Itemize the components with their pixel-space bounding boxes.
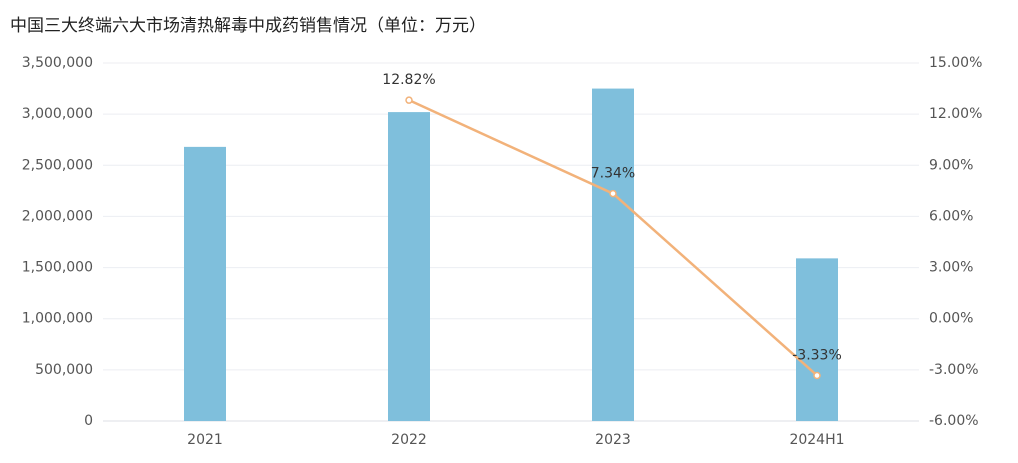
x-tick-label: 2022 — [391, 432, 427, 448]
x-tick-label: 2024H1 — [789, 432, 844, 448]
y2-tick-label: 3.00% — [929, 260, 973, 276]
y2-tick-label: 12.00% — [929, 106, 982, 122]
bar — [796, 258, 838, 421]
y-tick-label: 3,500,000 — [22, 55, 93, 71]
bar — [592, 88, 634, 422]
y2-tick-label: 6.00% — [929, 208, 973, 224]
value-label: -3.33% — [792, 347, 842, 363]
y-tick-label: 500,000 — [35, 362, 93, 378]
y-tick-label: 1,500,000 — [22, 260, 93, 276]
y-tick-label: 2,000,000 — [22, 208, 93, 224]
y-tick-label: 0 — [84, 413, 93, 429]
y-tick-label: 2,500,000 — [22, 157, 93, 173]
x-tick-label: 2021 — [187, 432, 223, 448]
value-label: 12.82% — [382, 72, 435, 88]
y-tick-label: 3,000,000 — [22, 106, 93, 122]
value-label: 7.34% — [591, 166, 635, 182]
y2-tick-label: 9.00% — [929, 157, 973, 173]
point — [405, 96, 413, 104]
chart-title: 中国三大终端六大市场清热解毒中成药销售情况（单位：万元） — [10, 16, 486, 36]
x-tick-label: 2023 — [595, 432, 631, 448]
point — [609, 189, 617, 198]
y2-tick-label: -3.00% — [929, 362, 979, 378]
y-tick-label: 1,000,000 — [22, 311, 93, 327]
y2-tick-label: 15.00% — [929, 55, 982, 71]
bar — [388, 112, 430, 422]
point — [813, 371, 821, 380]
bar — [184, 146, 226, 422]
y2-tick-label: 0.00% — [929, 311, 973, 327]
y2-tick-label: -6.00% — [929, 413, 979, 429]
